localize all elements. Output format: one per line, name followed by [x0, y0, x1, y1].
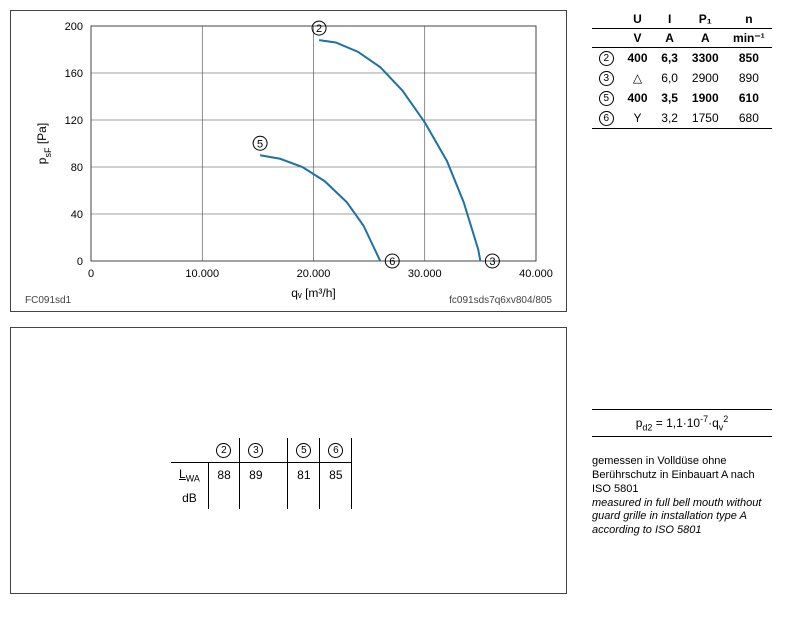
svg-text:0: 0 [88, 268, 94, 280]
svg-text:qᵥ [m³/h]: qᵥ [m³/h] [291, 286, 336, 300]
svg-text:80: 80 [71, 162, 83, 174]
svg-text:0: 0 [77, 256, 83, 268]
svg-text:3: 3 [489, 256, 495, 268]
svg-text:5: 5 [257, 138, 263, 150]
svg-text:10.000: 10.000 [185, 268, 219, 280]
sound-level-panel: 2356LWA88898185dB [10, 327, 567, 594]
svg-text:160: 160 [65, 68, 83, 80]
svg-text:30.000: 30.000 [408, 268, 442, 280]
svg-text:6: 6 [389, 256, 395, 268]
right-column: UIP₁nVAAmin⁻¹24006,333008503△6,029008905… [592, 10, 772, 594]
chart-svg: 0 10.000 20.000 30.000 40.000 0 40 80 120 160 200 q… [11, 11, 566, 311]
lwa-table: 2356LWA88898185dB [171, 438, 352, 509]
svg-text:40.000: 40.000 [519, 268, 553, 280]
svg-text:120: 120 [65, 115, 83, 127]
lwa-table-wrap: 2356LWA88898185dB [171, 438, 352, 509]
svg-text:2: 2 [316, 23, 322, 35]
pressure-flow-chart: 0 10.000 20.000 30.000 40.000 0 40 80 120 160 200 q… [10, 10, 567, 312]
spec-table: UIP₁nVAAmin⁻¹24006,333008503△6,029008905… [592, 10, 772, 129]
left-column: 0 10.000 20.000 30.000 40.000 0 40 80 120 160 200 q… [10, 10, 567, 594]
svg-text:20.000: 20.000 [297, 268, 331, 280]
formula-box: pd2 = 1,1·10-7·qv2 [592, 409, 772, 437]
svg-text:40: 40 [71, 209, 83, 221]
formula-text: pd2 = 1,1·10-7·qv2 [636, 416, 729, 430]
svg-text:FC091sd1: FC091sd1 [25, 295, 72, 306]
page-root: 0 10.000 20.000 30.000 40.000 0 40 80 120 160 200 q… [10, 10, 780, 594]
note-english: measured in full bell mouth without guar… [592, 497, 772, 538]
svg-text:fc091sds7q6xv804/805: fc091sds7q6xv804/805 [449, 295, 552, 306]
svg-text:200: 200 [65, 21, 83, 33]
note-german: gemessen in Volldüse ohne Berührschutz i… [592, 455, 772, 496]
svg-text:psF [Pa]: psF [Pa] [35, 123, 53, 164]
